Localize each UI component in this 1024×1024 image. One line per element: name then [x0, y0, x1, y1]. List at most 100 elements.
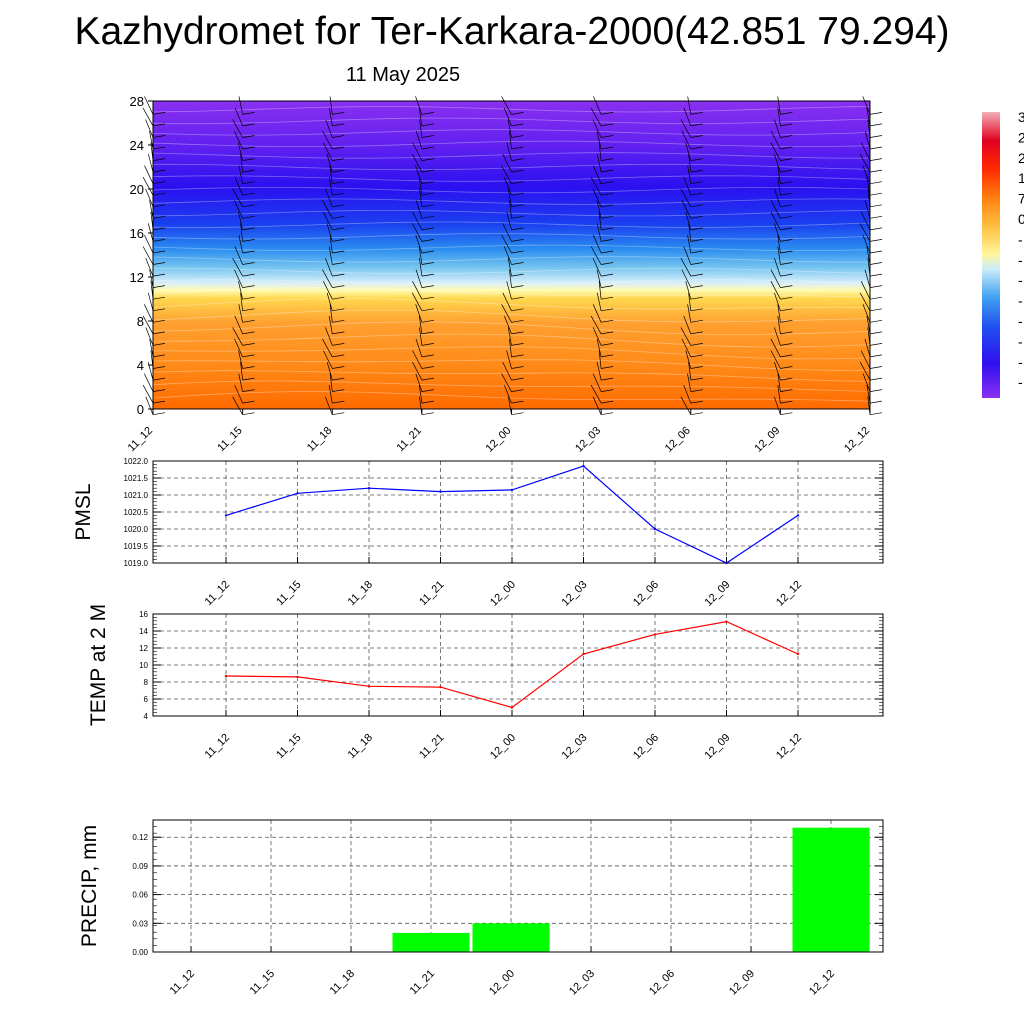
- plot-frame: [152, 613, 884, 717]
- wind-barb-staff: [773, 396, 781, 415]
- wind-barb-flag: [421, 308, 434, 312]
- wind-barb-staff: [329, 165, 333, 184]
- wind-barb-staff: [325, 188, 333, 207]
- wind-barb-flag: [869, 366, 883, 369]
- wind-barb-staff: [687, 234, 692, 254]
- chart-date: 11 May 2025: [345, 64, 461, 86]
- colorbar-label: -: [1018, 333, 1023, 349]
- wind-barb-flag: [869, 135, 883, 138]
- wind-barb-flag: [869, 389, 883, 392]
- wind-barb-flag: [690, 319, 703, 323]
- isotherm-line: [152, 106, 871, 113]
- wind-barb-flag: [332, 158, 345, 161]
- wind-barb-staff: [240, 154, 243, 173]
- wind-barb-flag: [421, 146, 434, 150]
- wind-barb-flag: [601, 204, 614, 208]
- wind-barb-staff: [144, 96, 154, 115]
- wind-barb-flag: [332, 123, 345, 127]
- wind-barb-flag: [869, 400, 883, 404]
- wind-barb-flag: [152, 343, 166, 346]
- wind-barb-staff: [501, 96, 512, 115]
- wind-barb-flag: [690, 377, 703, 381]
- wind-barb-flag: [242, 331, 255, 335]
- wind-barb-flag: [780, 319, 793, 323]
- wind-barb-staff: [325, 327, 333, 346]
- wind-barb-staff: [592, 304, 602, 323]
- wind-barb-staff: [770, 142, 781, 161]
- wind-barb-flag: [601, 112, 614, 115]
- wind-barb-flag: [332, 250, 345, 254]
- wind-barb-staff: [142, 107, 154, 127]
- wind-barb-flag: [690, 123, 703, 127]
- isotherm-line: [152, 287, 871, 298]
- wind-barb-flag: [421, 135, 434, 138]
- wind-barb-flag: [242, 250, 255, 254]
- y-tick-label: 0: [137, 402, 144, 417]
- wind-barb-flag: [601, 169, 614, 173]
- wind-barb-staff: [596, 223, 602, 242]
- x-tick-label: 11_18: [305, 425, 335, 455]
- x-tick-label: 11_12: [203, 579, 233, 609]
- wind-barb-flag: [152, 181, 166, 185]
- wind-barb-staff: [770, 338, 781, 358]
- wind-barb-flag: [421, 354, 434, 358]
- data-point: [796, 652, 800, 656]
- wind-barb-staff: [329, 373, 333, 392]
- wind-barb-staff: [502, 361, 512, 381]
- wind-barb-staff: [598, 350, 602, 369]
- wind-barb-flag: [421, 204, 434, 208]
- wind-barb-staff: [234, 107, 243, 127]
- data-point: [653, 633, 657, 636]
- wind-barb-flag: [421, 181, 434, 185]
- wind-barb-flag: [690, 215, 703, 219]
- x-tick-label: 11_21: [417, 579, 447, 609]
- wind-barb-staff: [687, 165, 692, 184]
- wind-barb-flag: [152, 354, 166, 358]
- plot-frame: [152, 460, 884, 564]
- wind-barb-staff: [866, 177, 871, 196]
- wind-barb-staff: [415, 338, 423, 358]
- wind-barb-flag: [601, 366, 614, 369]
- wind-barb-flag: [421, 400, 434, 404]
- wind-barb-flag: [690, 354, 703, 358]
- wind-barb-flag: [152, 146, 166, 150]
- wind-barb-flag: [780, 366, 793, 369]
- wind-barb-staff: [507, 396, 512, 415]
- wind-barb-flag: [332, 377, 345, 381]
- wind-barb-flag: [511, 343, 524, 346]
- wind-barb-flag: [421, 366, 434, 369]
- wind-barb-flag: [511, 181, 524, 185]
- wind-barb-flag: [690, 308, 703, 312]
- isotherm-line: [152, 221, 871, 228]
- wind-barb-staff: [234, 338, 243, 358]
- wind-barb-flag: [242, 169, 255, 173]
- wind-barb-staff: [234, 269, 243, 288]
- wind-barb-staff: [418, 177, 423, 196]
- y-tick-label: 12: [139, 644, 148, 653]
- wind-barb-flag: [242, 181, 255, 185]
- wind-barb-staff: [774, 292, 781, 311]
- isotherm-line: [152, 309, 871, 323]
- wind-barb-staff: [149, 338, 154, 357]
- wind-barb-flag: [511, 123, 524, 127]
- wind-barb-flag: [780, 331, 793, 335]
- wind-barb-staff: [596, 362, 602, 381]
- wind-barb-staff: [238, 96, 243, 115]
- isotherm-line: [152, 152, 870, 159]
- wind-barb-staff: [419, 258, 423, 277]
- x-tick-label: 11_15: [274, 732, 304, 762]
- wind-barb-flag: [869, 285, 883, 288]
- wind-barb-flag: [690, 204, 703, 208]
- wind-barb-flag: [511, 400, 524, 404]
- wind-barb-flag: [780, 354, 793, 358]
- colorbar-scale: [982, 112, 1000, 398]
- wind-barb-staff: [322, 269, 333, 288]
- y-axis-label: PMSL: [72, 483, 95, 540]
- wind-barb-staff: [142, 246, 154, 265]
- wind-barb-staff: [596, 130, 602, 150]
- wind-barb-flag: [242, 354, 255, 358]
- wind-barb-staff: [683, 177, 692, 196]
- wind-barb-staff: [143, 373, 154, 392]
- wind-barb-staff: [860, 350, 871, 369]
- wind-barb-flag: [242, 343, 255, 346]
